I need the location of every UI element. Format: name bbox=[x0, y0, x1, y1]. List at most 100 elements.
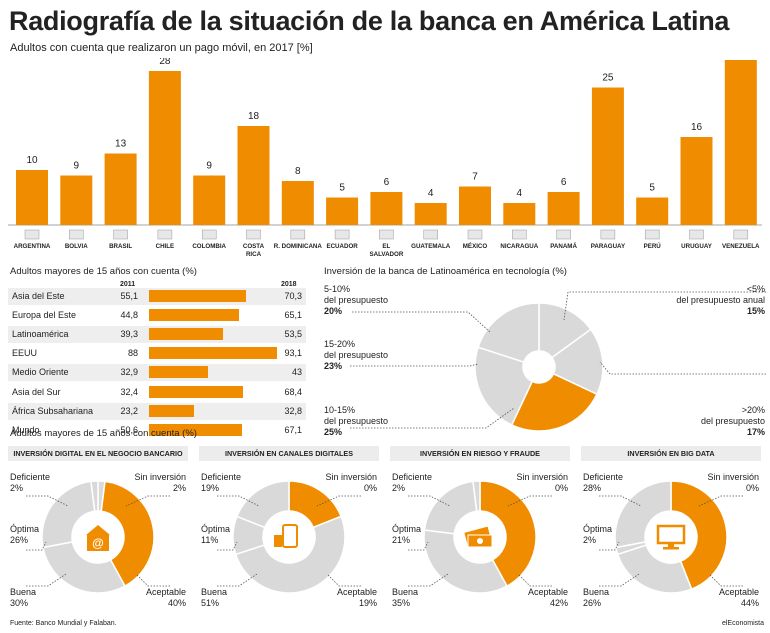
bar-value-8: 6 bbox=[384, 177, 390, 188]
donut-4-label-deficiente: Deficiente 28% bbox=[583, 472, 624, 493]
page-subtitle: Adultos con cuenta que realizaron un pag… bbox=[10, 42, 313, 54]
donut-header-3: INVERSIÓN EN RIESGO Y FRAUDE bbox=[390, 446, 570, 461]
region-name: Medio Oriente bbox=[12, 367, 69, 378]
region-bar bbox=[149, 366, 209, 379]
table-row: África Subsahariana 23,2 32,8 bbox=[8, 402, 306, 420]
donut-1-label-optima: Óptima 26% bbox=[10, 524, 40, 545]
flag-icon-9 bbox=[423, 229, 438, 240]
bar-11 bbox=[503, 203, 536, 225]
donut-2-label-optima: Óptima 11% bbox=[201, 524, 231, 545]
bar-value-6: 8 bbox=[295, 166, 301, 177]
bar-2 bbox=[104, 153, 137, 225]
smartphone-icon bbox=[264, 512, 314, 562]
flag-icon-3 bbox=[157, 229, 173, 240]
country-label-10: MÉXICO bbox=[462, 243, 488, 250]
table-title: Adultos mayores de 15 años con cuenta (%… bbox=[10, 266, 197, 277]
country-label-7: ECUADOR bbox=[326, 243, 358, 250]
country-label-3: CHILE bbox=[155, 243, 175, 250]
region-name: Asia del Sur bbox=[12, 386, 61, 397]
bar-4 bbox=[193, 175, 226, 225]
bar-1 bbox=[60, 175, 93, 225]
flag-icon-16 bbox=[733, 229, 749, 240]
value-2011: 32,4 bbox=[120, 386, 138, 397]
table-row: Europa del Este 44,8 65,1 bbox=[8, 307, 306, 324]
bar-6 bbox=[281, 181, 314, 225]
donut-header-4: INVERSIÓN EN BIG DATA bbox=[581, 446, 761, 461]
flag-icon-14 bbox=[644, 229, 660, 240]
donut-4-label-optima: Óptima 2% bbox=[583, 524, 613, 545]
donut-2-label-deficiente: Deficiente 19% bbox=[201, 472, 242, 493]
table-row: EEUU 88 93,1 bbox=[8, 345, 306, 362]
value-2018: 93,1 bbox=[284, 348, 302, 359]
flag-icon-10 bbox=[467, 229, 483, 240]
value-2018: 53,5 bbox=[284, 329, 302, 340]
donut-1-label-aceptable: Aceptable 40% bbox=[145, 587, 186, 608]
bar-value-1: 9 bbox=[74, 161, 80, 172]
pie-slice-1 bbox=[550, 328, 604, 396]
label-15-20: 15-20% del presupuesto 23% bbox=[324, 339, 389, 371]
flag-icon-6 bbox=[290, 229, 306, 240]
bar-5 bbox=[237, 126, 270, 225]
page-title: Radiografía de la situación de la banca … bbox=[9, 6, 730, 36]
flag-icon-2 bbox=[113, 229, 128, 240]
donut-3-label-deficiente: Deficiente 2% bbox=[392, 472, 433, 493]
bar-7 bbox=[326, 197, 359, 225]
country-label-16: VENEZUELA bbox=[722, 243, 760, 250]
donut-2-slice-2 bbox=[234, 515, 346, 594]
bar-8 bbox=[370, 192, 403, 225]
flag-icon-13 bbox=[600, 229, 616, 240]
bar-value-3: 28 bbox=[159, 58, 171, 67]
donut-3-label-aceptable: Aceptable 42% bbox=[527, 587, 568, 608]
country-label-14: PERÚ bbox=[643, 243, 661, 250]
donut-header-2: INVERSIÓN EN CANALES DIGITALES bbox=[199, 446, 379, 461]
bar-14 bbox=[636, 197, 669, 225]
donut-3-slice-2 bbox=[423, 529, 508, 594]
table-row: Asia del Este 55,1 70,3 bbox=[8, 288, 306, 305]
country-label-15: URUGUAY bbox=[681, 243, 712, 250]
region-name: África Subsahariana bbox=[12, 405, 94, 416]
bar-value-4: 9 bbox=[206, 161, 212, 172]
value-2011: 88 bbox=[127, 348, 138, 359]
donut-3-label-optima: Óptima 21% bbox=[392, 524, 422, 545]
bar-value-12: 6 bbox=[561, 177, 567, 188]
country-bar-chart: 109132891885647462551630 bbox=[8, 58, 762, 240]
region-name: Europa del Este bbox=[12, 310, 77, 321]
country-label-8: EL SALVADOR bbox=[369, 243, 404, 258]
donut-3-slice-1 bbox=[479, 480, 537, 588]
donut-chart-1: @ bbox=[26, 480, 170, 594]
bar-value-2: 13 bbox=[115, 139, 127, 150]
flag-icon-8 bbox=[379, 229, 394, 240]
region-bar bbox=[149, 309, 239, 322]
pie-slice-2 bbox=[510, 372, 598, 432]
donut-1-slice-3 bbox=[41, 480, 96, 549]
bank-icon: @ bbox=[73, 512, 123, 562]
donut-4-label-aceptable: Aceptable 44% bbox=[718, 587, 759, 608]
value-2018: 32,8 bbox=[284, 405, 302, 416]
donut-3-slice-4 bbox=[472, 480, 481, 513]
donut-4-slice-4 bbox=[614, 480, 672, 549]
flag-icon-11 bbox=[512, 229, 527, 240]
cash-icon bbox=[455, 512, 505, 562]
bar-0 bbox=[16, 170, 48, 225]
value-2011: 44,8 bbox=[120, 310, 138, 321]
donut-header-1: INVERSIÓN DIGITAL EN EL NEGOCIO BANCARIO bbox=[8, 446, 188, 461]
value-2011: 55,1 bbox=[120, 291, 138, 301]
table-row: Mundo 50,6 67,1 bbox=[8, 422, 306, 439]
donut-4-slice-1 bbox=[670, 480, 728, 591]
bar-value-15: 16 bbox=[691, 122, 703, 133]
donut-chart-3 bbox=[408, 480, 552, 594]
table-row: Asia del Sur 32,4 68,4 bbox=[8, 384, 306, 401]
label-10-15: 10-15% del presupuesto 25% bbox=[324, 405, 389, 437]
donut-2-label-sin-inversion: Sin inversión 0% bbox=[325, 472, 377, 493]
region-name: EEUU bbox=[12, 348, 38, 359]
budget-pie-chart bbox=[474, 302, 604, 432]
pie-slice-3 bbox=[474, 346, 534, 426]
donut-2-label-aceptable: Aceptable 19% bbox=[336, 587, 377, 608]
bar-value-11: 4 bbox=[517, 188, 523, 199]
region-bar bbox=[149, 328, 223, 341]
bar-12 bbox=[547, 192, 580, 225]
value-2018: 70,3 bbox=[284, 291, 302, 301]
country-label-13: PARAGUAY bbox=[590, 243, 626, 250]
pie-slice-4 bbox=[477, 302, 540, 364]
region-bar bbox=[149, 385, 244, 398]
